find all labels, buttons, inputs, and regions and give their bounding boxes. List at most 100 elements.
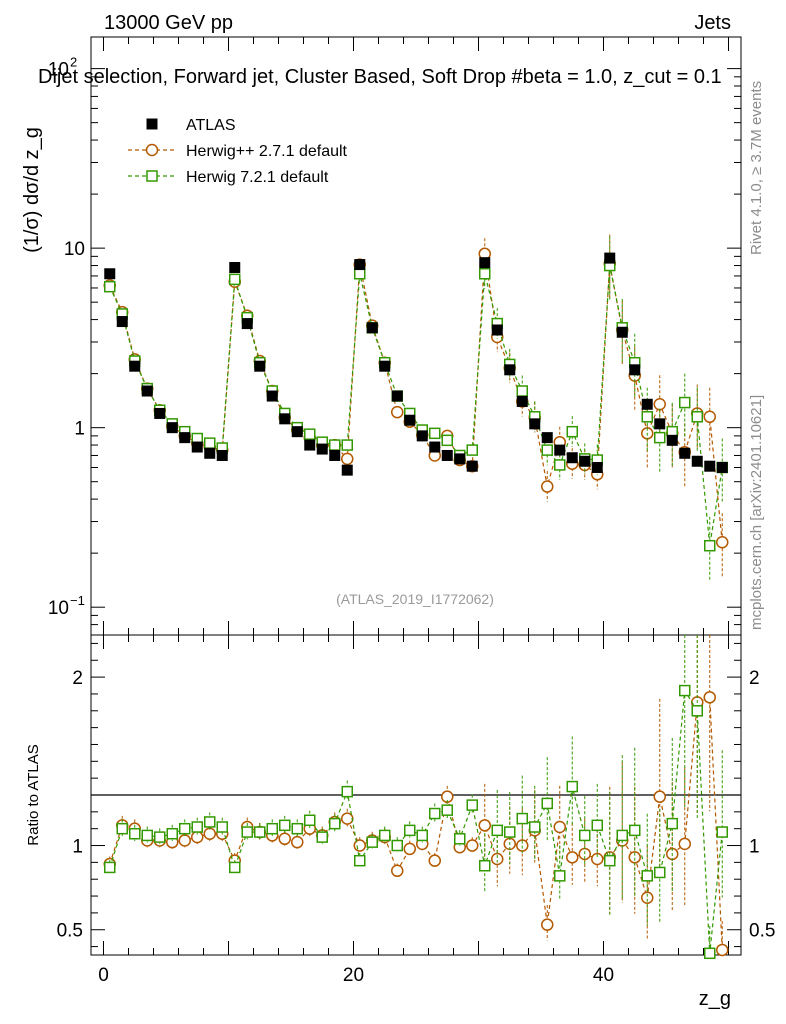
herwig7-ratio-point [329, 817, 341, 830]
herwig7-point [341, 439, 353, 451]
herwigpp-ratio-point [203, 827, 216, 840]
herwig7-ratio-point [541, 797, 553, 810]
y-axis-label-main: (1/σ) dσ/d z_g [21, 127, 43, 253]
herwigpp-ratio-point [678, 837, 691, 851]
herwig7-point [441, 434, 453, 447]
herwig7-point [654, 431, 666, 444]
legend-label: Herwig++ 2.7.1 default [186, 143, 348, 160]
atlas-point [166, 422, 178, 434]
atlas-point [454, 453, 466, 465]
plot-title: Dijet selection, Forward jet, Cluster Ba… [38, 66, 722, 88]
atlas-point [216, 449, 228, 461]
atlas-point [629, 364, 641, 376]
atlas-point [391, 390, 403, 402]
atlas-point [691, 455, 703, 467]
herwig7-ratio-point [341, 785, 353, 798]
atlas-point [354, 259, 366, 271]
herwigpp-ratio-point [553, 820, 566, 834]
legend: ATLAS Herwig++ 2.7.1 default Herwig 7.2.1 … [128, 117, 348, 186]
y-tick-label-ratio-right: 2 [749, 668, 760, 689]
atlas-point [666, 434, 678, 446]
herwigpp-ratio-point [291, 835, 304, 849]
herwig7-ratio-point [441, 804, 453, 816]
energy-label: 13000 GeV pp [104, 12, 233, 34]
herwig7-ratio-point [141, 829, 153, 842]
herwig7-point [229, 273, 241, 286]
y-tick-label-main: 10 [48, 598, 69, 619]
herwigpp-ratio-point [403, 842, 416, 856]
atlas-point [104, 268, 116, 280]
herwig7-ratio-point [679, 684, 691, 697]
herwigpp-point [716, 536, 729, 549]
atlas-point [266, 390, 278, 402]
y-tick-label-main: 1 [74, 419, 85, 440]
atlas-point [591, 461, 603, 473]
atlas-point [179, 432, 191, 444]
herwig7-ratio-point [254, 826, 266, 838]
herwigpp-ratio-point [541, 918, 554, 931]
atlas-point [329, 449, 341, 461]
atlas-point [441, 449, 453, 461]
atlas-point [541, 432, 553, 444]
herwig7-ratio-point [279, 819, 291, 832]
y-tick-label-exponent: 2 [70, 55, 77, 70]
atlas-point [279, 413, 291, 425]
herwig7-ratio-point [591, 819, 603, 832]
atlas-point [416, 430, 428, 442]
y-tick-label-main: 10 [48, 60, 69, 81]
y-tick-label-ratio: 2 [72, 668, 83, 689]
atlas-point [429, 441, 441, 453]
y-tick-label-exponent: −1 [70, 593, 85, 608]
herwig7-ratio-point [116, 822, 128, 835]
herwig7-ratio-point [191, 821, 203, 833]
atlas-point [566, 452, 578, 464]
herwigpp-ratio-point [641, 891, 654, 904]
atlas-point [291, 426, 303, 438]
y-tick-label-ratio: 0.5 [57, 921, 83, 942]
herwigpp-point [653, 398, 666, 411]
herwigpp-ratio-point [716, 943, 729, 957]
herwigpp-ratio-point [491, 852, 504, 866]
herwig7-ratio-point [204, 816, 216, 828]
herwig7-point [304, 428, 316, 440]
herwig7-ratio-point [241, 826, 253, 838]
herwigpp-ratio-point [278, 832, 291, 846]
atlas-point [366, 322, 378, 334]
herwig7-ratio-point [416, 829, 428, 842]
herwig7-point [479, 268, 491, 280]
main-series-layer [103, 234, 729, 581]
atlas-point [141, 385, 153, 397]
herwig7-ratio-point [616, 829, 628, 842]
atlas-point [316, 443, 328, 455]
ratio-panel: 0.5 0.51 12 20 20 40 Ratio to ATLAS z_g [25, 634, 775, 1010]
herwigpp-point [541, 480, 554, 493]
atlas-point [304, 439, 316, 451]
herwig7-ratio-point [354, 854, 366, 867]
herwig7-ratio-point [366, 836, 378, 848]
herwig7-ratio-point [429, 807, 441, 820]
herwig7-point [641, 411, 653, 423]
atlas-point [654, 418, 666, 430]
herwig7-ratio-point [454, 833, 466, 845]
atlas-point [191, 441, 203, 453]
herwigpp-ratio-point [591, 852, 604, 866]
atlas-point [716, 461, 728, 473]
atlas-point [154, 407, 166, 419]
y-tick-label-ratio-right: 1 [749, 837, 760, 858]
legend-label: Herwig 7.2.1 default [186, 169, 329, 186]
herwig7-point [354, 268, 366, 280]
herwig7-ratio-point [579, 829, 591, 842]
atlas-point [404, 414, 416, 426]
herwig7-point [566, 425, 578, 438]
herwigpp-ratio-point [391, 864, 404, 878]
herwig7-point [104, 280, 116, 293]
herwig7-point [554, 459, 566, 471]
atlas-point [254, 360, 266, 372]
x-tick-label: 0 [98, 965, 109, 986]
atlas-point [116, 316, 128, 328]
herwig7-ratio-point [216, 821, 228, 833]
herwigpp-main-line [109, 253, 723, 543]
y-tick-label-ratio-right: 0.5 [749, 921, 775, 942]
